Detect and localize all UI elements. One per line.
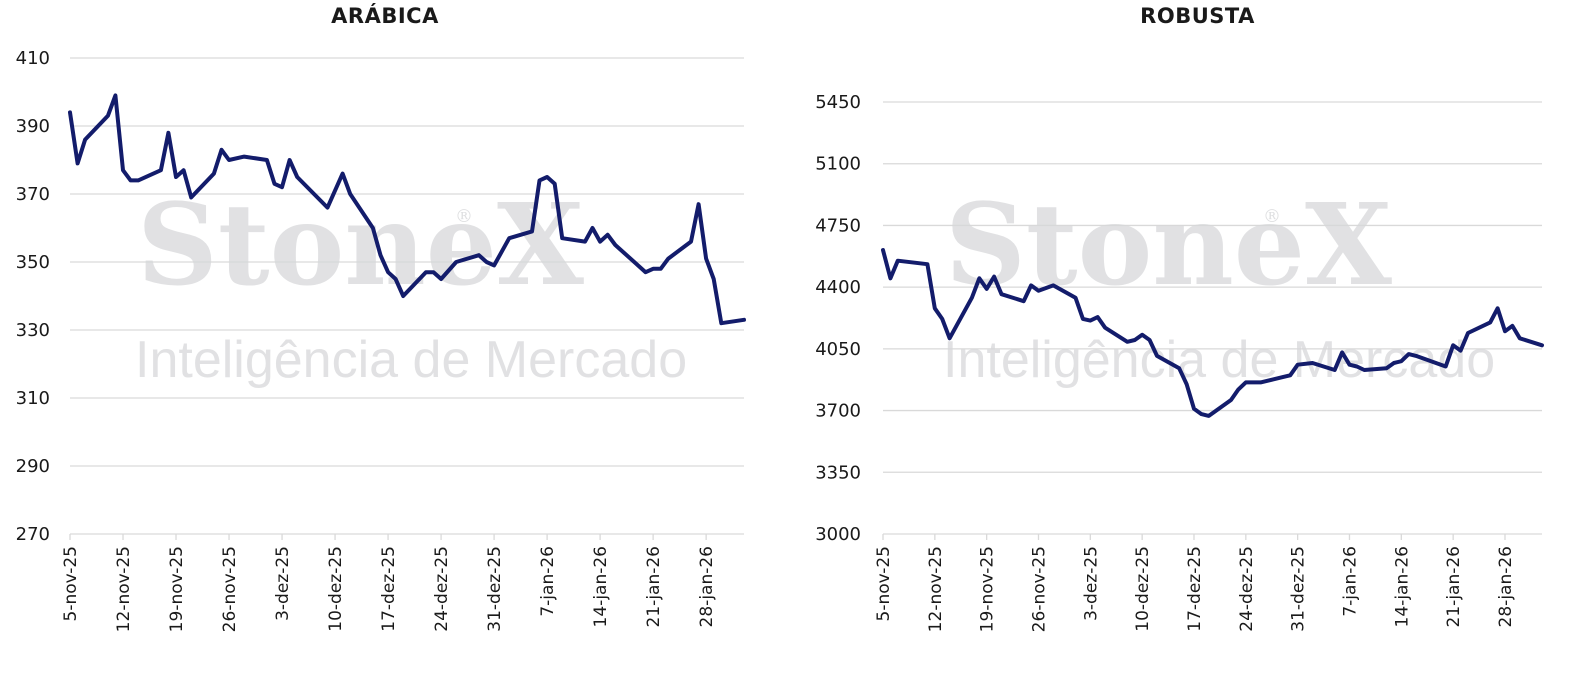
x-tick-label: 31-dez-25: [485, 546, 505, 632]
x-tick-label: 19-nov-25: [978, 546, 998, 632]
y-tick-label: 3700: [815, 401, 861, 422]
y-tick-label: 270: [16, 524, 50, 545]
x-tick-label: 31-dez-25: [1289, 546, 1309, 632]
x-tick-label: 19-nov-25: [167, 546, 187, 632]
y-tick-label: 4400: [815, 277, 861, 298]
x-tick-label: 3-dez-25: [1081, 546, 1101, 621]
x-tick-label: 12-nov-25: [114, 546, 134, 632]
x-tick-label: 28-jan-26: [697, 546, 717, 627]
watermark: StoneX ® Inteligência de Mercado: [135, 180, 687, 389]
watermark: StoneX ® Inteligência de Mercado: [943, 180, 1495, 389]
y-tick-label: 350: [16, 252, 50, 273]
gridlines: [70, 57, 744, 535]
y-tick-label: 410: [16, 48, 50, 69]
y-tick-label: 3350: [815, 462, 861, 483]
y-tick-label: 5450: [815, 92, 861, 113]
series-line: [68, 93, 746, 326]
x-tick-label: 21-jan-26: [644, 546, 664, 627]
chart-title: ROBUSTA: [1140, 4, 1255, 28]
x-tick-label: 21-jan-26: [1444, 546, 1464, 627]
chart-arabica: ARÁBICA StoneX ® Inteligência de Mercado…: [0, 0, 770, 681]
x-tick-label: 26-nov-25: [1029, 546, 1049, 632]
y-tick-label: 310: [16, 388, 50, 409]
watermark-registered-mark: ®: [455, 206, 473, 227]
x-tick-label: 7-jan-26: [1340, 546, 1360, 617]
chart-robusta: ROBUSTA StoneX ® Inteligência de Mercado…: [800, 0, 1595, 681]
watermark-brand: StoneX: [945, 180, 1392, 311]
robusta-plot: StoneX ® Inteligência de Mercado 3000 335…: [815, 92, 1544, 632]
watermark-brand: StoneX: [137, 180, 584, 311]
x-axis: 5-nov-25 12-nov-25 19-nov-25 26-nov-25 3-dez…: [874, 534, 1516, 632]
x-tick-label: 26-nov-25: [220, 546, 240, 632]
x-tick-label: 5-nov-25: [874, 546, 894, 622]
x-tick-label: 14-jan-26: [591, 546, 611, 627]
x-tick-label: 7-jan-26: [538, 546, 558, 617]
y-axis: 270 290 310 330 350 370 390 410: [16, 48, 50, 545]
x-tick-label: 3-dez-25: [273, 546, 293, 621]
y-tick-label: 290: [16, 456, 50, 477]
series-line: [881, 248, 1544, 418]
watermark-tagline: Inteligência de Mercado: [943, 331, 1495, 389]
y-axis: 3000 3350 3700 4050 4400 4750 5100 5450: [815, 92, 861, 545]
x-tick-label: 10-dez-25: [1133, 546, 1153, 632]
x-tick-label: 17-dez-25: [1185, 546, 1205, 632]
watermark-tagline: Inteligência de Mercado: [135, 331, 687, 389]
x-tick-label: 10-dez-25: [326, 546, 346, 632]
x-axis: 5-nov-25 12-nov-25 19-nov-25 26-nov-25 3-dez…: [61, 534, 717, 632]
x-tick-label: 12-nov-25: [926, 546, 946, 632]
y-tick-label: 3000: [815, 524, 861, 545]
y-tick-label: 4750: [815, 215, 861, 236]
x-tick-label: 24-dez-25: [432, 546, 452, 632]
x-tick-label: 5-nov-25: [61, 546, 81, 622]
x-tick-label: 24-dez-25: [1237, 546, 1257, 632]
y-tick-label: 390: [16, 116, 50, 137]
y-tick-label: 370: [16, 184, 50, 205]
x-tick-label: 28-jan-26: [1496, 546, 1516, 627]
x-tick-label: 14-jan-26: [1392, 546, 1412, 627]
x-tick-label: 17-dez-25: [379, 546, 399, 632]
y-tick-label: 4050: [815, 339, 861, 360]
arabica-plot: StoneX ® Inteligência de Mercado 270 290 3…: [16, 48, 746, 632]
gridlines: [883, 101, 1542, 535]
y-tick-label: 5100: [815, 154, 861, 175]
y-tick-label: 330: [16, 320, 50, 341]
watermark-registered-mark: ®: [1263, 206, 1281, 227]
chart-title: ARÁBICA: [331, 4, 439, 28]
